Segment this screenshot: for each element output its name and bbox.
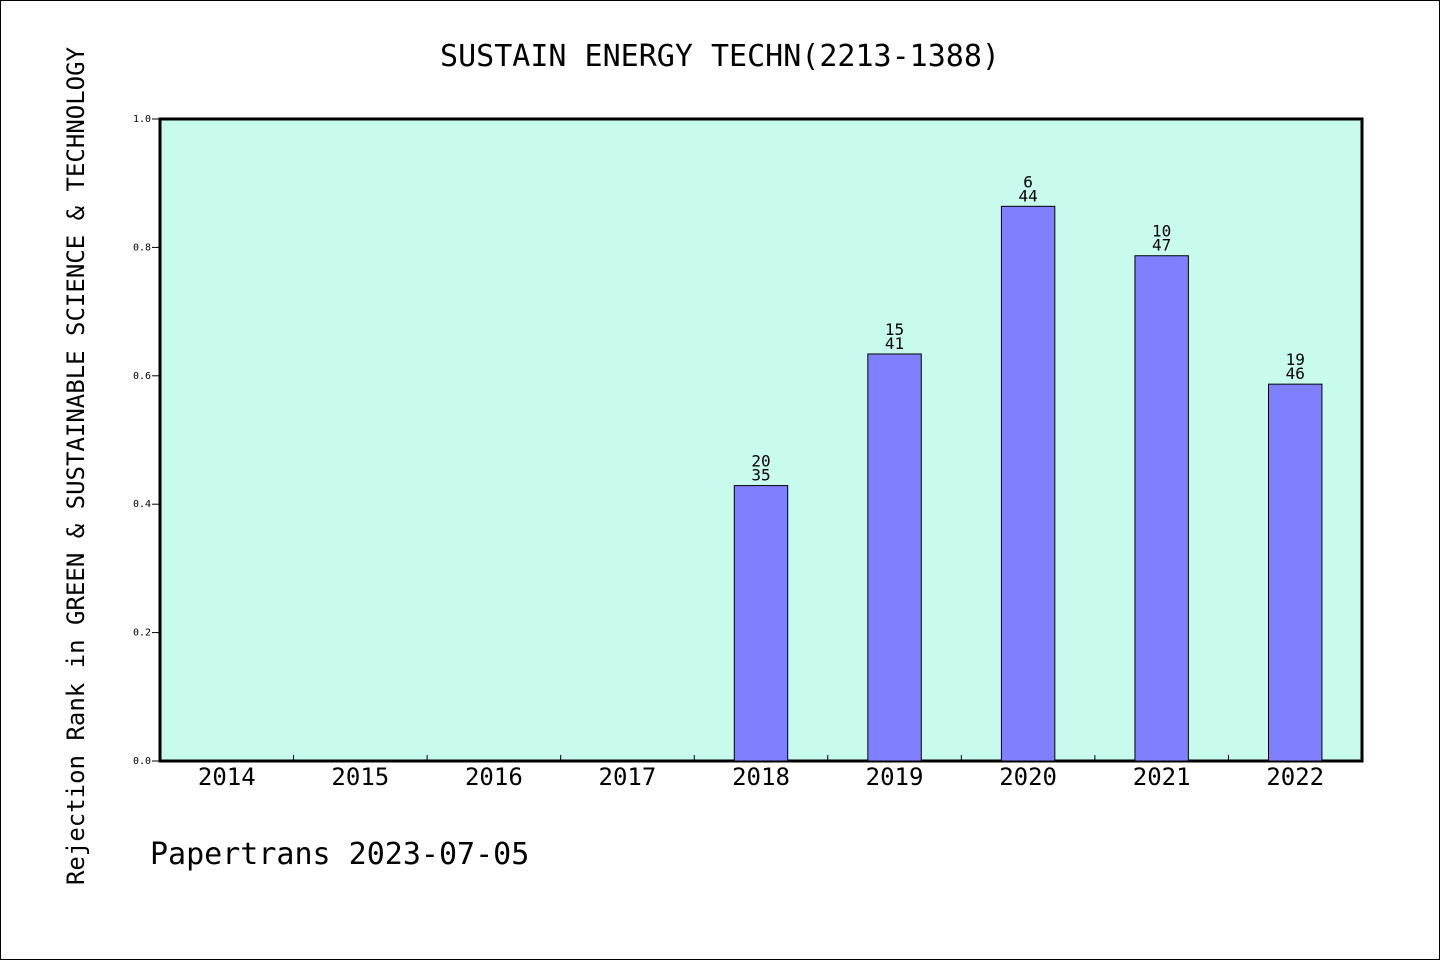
x-tick-label: 2017: [599, 763, 657, 791]
y-tick-label: 0.6: [133, 371, 151, 382]
bar-2019: [867, 353, 922, 762]
footer-text: Papertrans 2023-07-05: [150, 837, 529, 872]
x-axis: 2014 2015 2016 2017 2018 2019 2020 2021 2022: [198, 755, 1324, 791]
y-tick-label: 0.8: [133, 242, 151, 253]
bar-rank-label: 19: [1286, 350, 1305, 369]
bar-2018: [733, 485, 789, 762]
x-tick-label: 2015: [331, 763, 389, 791]
bar-rank-label: 6: [1023, 172, 1033, 191]
y-tick-label: 1.0: [133, 114, 151, 125]
y-axis-label: Rejection Rank in GREEN & SUSTAINABLE SC…: [62, 46, 90, 885]
bar-series: [733, 205, 1323, 762]
x-tick-label: 2020: [999, 763, 1057, 791]
x-tick-label: 2016: [465, 763, 523, 791]
bar-rank-label: 15: [885, 320, 904, 339]
bar-total-label: 47: [1152, 236, 1171, 255]
x-tick-label: 2019: [866, 763, 924, 791]
y-tick-label: 0.4: [133, 499, 151, 510]
y-tick-label: 0.2: [133, 628, 151, 639]
x-tick-label: 2018: [732, 763, 790, 791]
x-tick-label: 2022: [1266, 763, 1324, 791]
bar-2022: [1268, 383, 1323, 762]
bar-rank-label: 20: [751, 452, 770, 471]
bar-total-label: 44: [1018, 186, 1037, 205]
bar-rank-label: 10: [1152, 222, 1171, 241]
y-tick-label: 0.0: [133, 756, 151, 767]
bar-total-label: 35: [751, 466, 770, 485]
x-tick-label: 2014: [198, 763, 256, 791]
bar-total-label: 41: [885, 334, 904, 353]
bar-2021: [1134, 255, 1189, 762]
y-axis: 0.0 0.2 0.4 0.6 0.8 1.0: [133, 114, 160, 767]
bar-total-label: 46: [1286, 364, 1305, 383]
x-tick-label: 2021: [1133, 763, 1191, 791]
bar-2020: [1000, 205, 1056, 762]
chart-title: SUSTAIN ENERGY TECHN(2213-1388): [440, 39, 1000, 74]
